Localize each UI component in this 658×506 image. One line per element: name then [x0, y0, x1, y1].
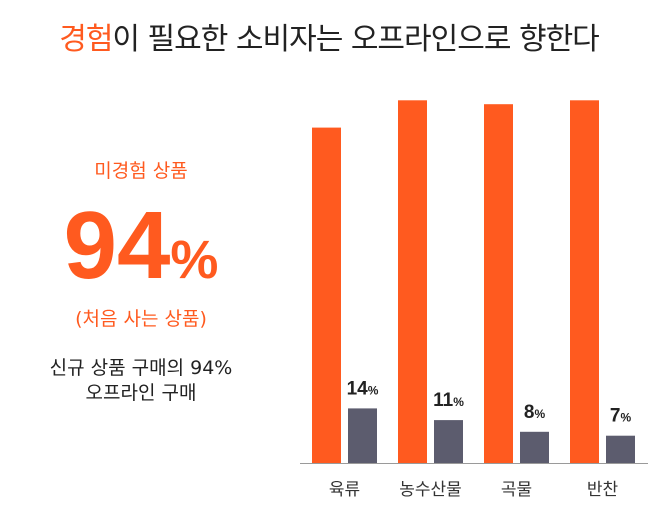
bar-offline — [520, 431, 549, 463]
data-label: 8% — [524, 402, 546, 423]
bar-online — [312, 127, 341, 463]
title-rest: 이 필요한 소비자는 오프라인으로 향한다 — [112, 22, 599, 57]
data-label: 7% — [610, 406, 632, 427]
x-tick-label: 반찬 — [587, 480, 619, 500]
callout-big-unit: % — [170, 230, 219, 290]
bar-offline — [606, 435, 635, 463]
callout-panel: 미경험 상품 94% (처음 사는 상품) 신규 상품 구매의 94% 오프라인… — [0, 0, 300, 506]
callout-paren-note: (처음 사는 상품) — [75, 308, 207, 330]
callout-big-percent: 94% — [0, 198, 282, 294]
data-label: 11% — [433, 390, 464, 411]
title-accent: 경험 — [59, 22, 113, 57]
bar-online — [398, 100, 427, 464]
callout-desc-line2: 오프라인 구매 — [85, 382, 197, 405]
bar-online — [484, 104, 513, 463]
callout-big-number: 94 — [63, 192, 171, 299]
x-tick-label: 농수산물 — [399, 480, 462, 500]
callout-description: 신규 상품 구매의 94% 오프라인 구매 — [0, 356, 282, 406]
x-tick-label: 곡물 — [501, 480, 532, 500]
callout-desc-line1: 신규 상품 구매의 94% — [49, 357, 233, 379]
bar-online — [570, 100, 599, 464]
data-label: 14% — [347, 378, 379, 399]
bar-offline — [348, 408, 377, 463]
callout-label: 미경험 상품 — [94, 160, 188, 182]
bar-offline — [434, 420, 463, 463]
x-tick-label: 육류 — [329, 480, 360, 500]
chart-title: 경험이 필요한 소비자는 오프라인으로 향한다 — [0, 14, 658, 58]
